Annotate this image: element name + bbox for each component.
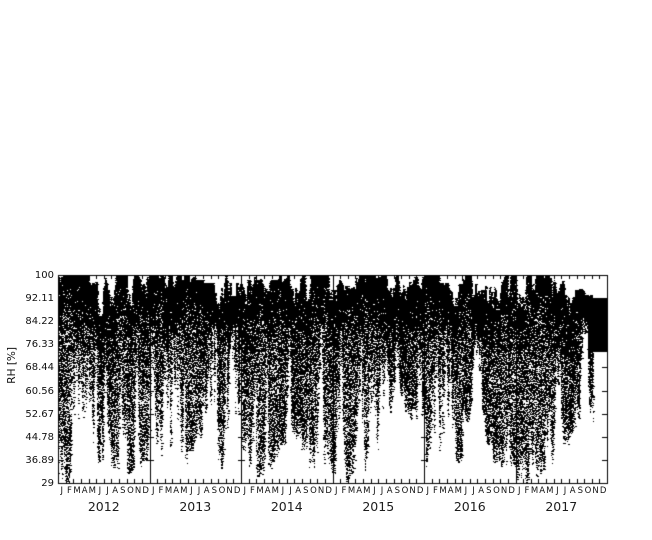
month-tick-label: M <box>439 486 447 496</box>
month-tick-label: J <box>518 486 521 496</box>
month-tick-label: S <box>394 486 401 496</box>
month-tick-label: S <box>211 486 218 496</box>
month-tick-label: A <box>81 486 88 496</box>
y-tick-label: 36.89 <box>25 454 54 466</box>
month-tick-label: D <box>416 486 424 496</box>
month-tick-label: A <box>112 486 119 496</box>
month-tick-label: J <box>197 486 201 496</box>
month-tick-label: F <box>66 486 72 496</box>
month-tick-label: N <box>500 486 508 496</box>
month-tick-label: A <box>539 486 546 496</box>
month-tick-label: J <box>281 486 285 496</box>
month-tick-label: M <box>530 486 539 496</box>
month-tick-label: M <box>271 486 279 496</box>
month-tick-label: M <box>256 486 264 496</box>
month-tick-label: J <box>190 486 193 496</box>
y-tick-label: 92.11 <box>25 292 54 304</box>
month-tick-label: A <box>386 486 393 496</box>
month-tick-label: D <box>599 486 607 496</box>
month-tick-label: O <box>584 486 592 496</box>
year-label: 2012 <box>87 499 120 514</box>
year-label: 2016 <box>453 499 486 514</box>
y-tick-label: 76.33 <box>25 338 54 350</box>
month-tick-label: A <box>569 486 576 496</box>
month-tick-label: M <box>546 486 554 496</box>
month-tick-label: S <box>120 486 126 496</box>
month-tick-label: F <box>524 486 530 496</box>
month-tick-label: M <box>454 486 462 496</box>
month-tick-label: J <box>426 486 430 496</box>
month-tick-label: J <box>98 486 102 496</box>
month-tick-label: J <box>380 486 384 496</box>
y-tick-label: 100 <box>34 269 54 281</box>
month-tick-label: J <box>556 486 559 496</box>
year-label: 2015 <box>362 499 395 514</box>
month-tick-label: N <box>409 486 416 496</box>
month-tick-label: O <box>493 486 500 496</box>
month-tick-label: J <box>243 486 247 496</box>
month-tick-label: S <box>303 486 309 496</box>
month-tick-label: O <box>401 486 409 496</box>
year-label: 2017 <box>545 499 578 514</box>
month-tick-label: A <box>356 486 363 496</box>
month-tick-label: D <box>508 486 515 496</box>
y-tick-label: 68.44 <box>25 361 54 373</box>
month-tick-label: O <box>218 486 226 496</box>
y-tick-label: 84.22 <box>25 315 54 327</box>
month-tick-label: J <box>152 486 155 496</box>
month-tick-label: O <box>127 486 134 496</box>
month-tick-label: F <box>249 486 255 496</box>
month-tick-label: M <box>180 486 188 496</box>
month-tick-label: J <box>60 486 64 496</box>
month-tick-label: J <box>289 486 292 496</box>
month-tick-label: A <box>478 486 485 496</box>
month-tick-label: N <box>592 486 599 496</box>
month-tick-label: S <box>486 486 492 496</box>
month-tick-label: A <box>173 486 180 496</box>
year-label: 2014 <box>270 499 303 514</box>
month-tick-label: J <box>464 486 468 496</box>
y-tick-label: 29 <box>41 477 54 489</box>
month-tick-label: A <box>447 486 454 496</box>
month-tick-label: J <box>335 486 338 496</box>
month-tick-label: J <box>373 486 376 496</box>
month-tick-label: D <box>325 486 332 496</box>
month-tick-label: J <box>472 486 475 496</box>
y-tick-label: 60.56 <box>25 385 54 397</box>
month-tick-label: M <box>363 486 371 496</box>
month-tick-label: F <box>158 486 164 496</box>
month-tick-label: N <box>134 486 142 496</box>
month-tick-label: J <box>106 486 109 496</box>
month-tick-label: A <box>295 486 302 496</box>
month-tick-label: D <box>233 486 241 496</box>
month-tick-label: M <box>347 486 356 496</box>
y-tick-label: 52.67 <box>25 408 54 420</box>
month-tick-label: M <box>88 486 96 496</box>
month-tick-label: A <box>264 486 271 496</box>
month-tick-label: O <box>310 486 317 496</box>
month-tick-label: M <box>164 486 173 496</box>
month-tick-label: J <box>563 486 567 496</box>
month-tick-label: F <box>341 486 347 496</box>
month-tick-label: S <box>577 486 584 496</box>
month-tick-label: F <box>432 486 438 496</box>
month-tick-label: D <box>142 486 149 496</box>
y-tick-label: 44.78 <box>25 431 54 443</box>
year-label: 2013 <box>179 499 212 514</box>
month-tick-label: M <box>73 486 81 496</box>
month-tick-label: N <box>226 486 233 496</box>
month-tick-label: A <box>203 486 210 496</box>
month-tick-label: N <box>317 486 325 496</box>
